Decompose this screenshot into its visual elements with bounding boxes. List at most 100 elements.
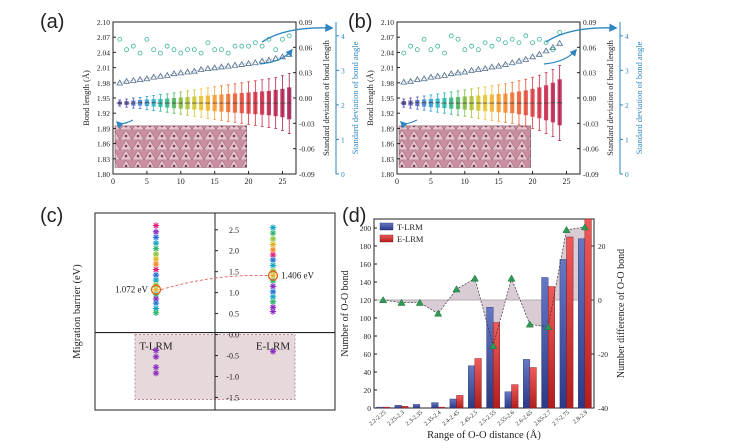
y2-tick-label: -0.09 [299,170,315,179]
bar-t-lrm [468,365,476,409]
barrier-star-marker [152,347,160,354]
highlight-circle-t-lrm [150,284,162,295]
bar-e-lrm [474,358,482,409]
sd-angle-marker [273,47,279,53]
sd-length-line [403,42,560,83]
x-tick-label: 2.35-2.4 [423,410,442,427]
y-tick-label: 1.89 [97,124,110,133]
sd-angle-marker [509,36,515,42]
y-tick-label: 200 [360,224,372,233]
sd-angle-marker [489,43,495,49]
barrier-star-marker [152,260,160,268]
bar-e-lrm [566,236,574,409]
bar-e-lrm [547,286,555,409]
box [428,99,433,108]
difference-marker [415,298,424,306]
y3-tick-label: 1 [341,135,345,144]
sd-length-marker [488,63,496,70]
sd-length-marker [495,62,503,69]
y-tick-label: 1.92 [97,109,110,118]
sd-angle-marker [239,43,245,49]
x-tick-label: 2.5-2.55 [478,410,497,427]
y2-tick-label: -20 [598,350,608,359]
y-axis-title: Number of O-O bond [340,270,351,356]
sd-length-marker [481,65,489,72]
difference-marker [379,296,388,304]
annotation-t-lrm: 1.072 eV [115,285,148,295]
sd-length-marker [447,70,455,77]
barrier-star-marker [269,272,277,279]
y2-axis-title: Number difference of O-O bond [616,249,627,378]
annotation-e-lrm: 1.406 eV [281,271,314,281]
y-tick-label: 2.10 [97,18,110,27]
difference-marker [562,225,571,233]
bar-t-lrm [449,398,457,409]
y-tick-label: 1.80 [97,170,110,179]
sd-length-marker [197,65,205,72]
y2-tick-label: -0.03 [299,119,315,128]
y2-tick-label: 0.03 [583,69,596,78]
sd-angle-marker [448,33,454,39]
barrier-star-marker [152,239,160,247]
sd-length-marker [468,66,476,73]
sd-length-marker [231,61,239,68]
legend-label-e-lrm: E-LRM [397,234,424,244]
barrier-star-marker [269,251,277,259]
y2-tick-label: 0.06 [583,43,596,52]
barrier-star-marker [269,277,277,285]
y-tick-label: 2.5 [229,226,239,235]
barrier-star-marker [152,245,160,252]
sd-length-marker [522,55,530,62]
bar-t-lrm [504,391,512,409]
bar-t-lrm [559,259,567,409]
sd-length-marker [529,53,537,60]
sd-length-marker [420,75,428,82]
sd-angle-marker [435,43,441,49]
bar-e-lrm [584,218,592,409]
sd-length-marker [440,71,448,78]
panel-label-a: (a) [40,11,64,33]
y-tick-label: 2.04 [97,48,110,57]
bar-e-lrm [529,367,537,409]
panel-b-chart: 1.80 1.83 1.86 1.89 1.92 1.95 1.98 2.01 2.04 2.07… [365,18,644,186]
sd-angle-marker [455,36,461,42]
sd-length-marker [427,73,435,80]
y-tick-label: 2.07 [381,33,394,42]
x-tick-label: 2.6-2.65 [515,410,534,427]
sd-length-marker [184,68,192,75]
y2-tick-label: -0.09 [583,170,599,179]
y-tick-label: 0.0 [229,331,239,340]
sd-length-marker [454,69,462,76]
difference-marker [544,323,553,331]
bar-e-lrm [382,406,390,409]
y-axis-title: Migration barrier (eV) [72,264,83,359]
sd-length-marker [535,50,543,57]
x-axis-title: Range of O-O distance (Å) [427,429,541,441]
y2-tick-label: 0 [598,296,602,305]
y2-tick-label: 0.09 [583,18,596,27]
sd-angle-marker [252,40,258,46]
sd-angle-marker [232,43,238,49]
y3-axis-title: Standard deviation of bond angle [350,41,360,154]
y-tick-label: 160 [360,260,372,269]
y-tick-label: 1.89 [381,124,394,133]
sd-angle-marker [280,36,285,42]
sd-angle-marker [164,43,170,49]
x-tick-label: 2.2-2.25 [368,410,387,427]
bar-e-lrm [492,322,500,409]
sd-angle-marker [117,36,123,42]
difference-marker [507,274,516,282]
panel-a-chart: 1.80 1.83 1.86 1.89 1.92 1.95 1.98 2.01 2.04 2.07… [81,18,360,186]
legend-label-t-lrm: T-LRM [397,222,423,232]
y3-tick-label: 0 [341,170,345,179]
x-tick-label: 25 [562,177,570,186]
difference-marker [434,309,443,317]
x-tick-label: 10 [461,177,469,186]
sd-length-marker [123,77,131,84]
y-tick-label: -1.5 [226,393,239,402]
sd-length-marker [143,75,151,82]
y-tick-label: 1.92 [381,109,394,118]
difference-area [383,227,585,346]
barrier-star-marker [269,229,277,237]
